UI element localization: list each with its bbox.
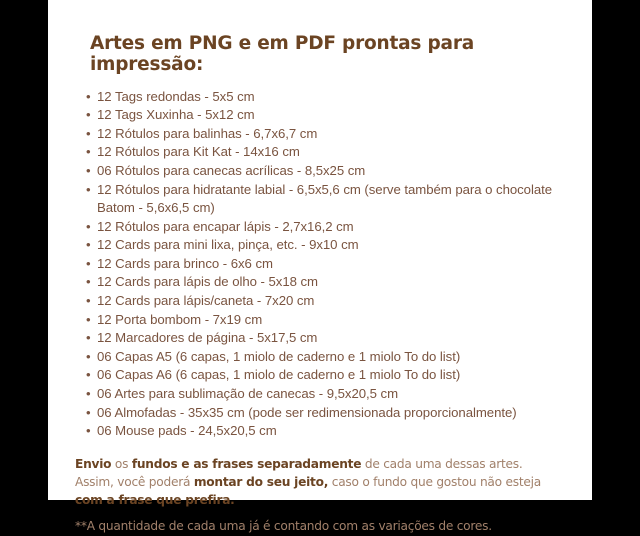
list-item: • 12 Cards para mini lixa, pinça, etc. - … — [48, 236, 592, 255]
bullet-icon: • — [86, 218, 91, 234]
bullet-icon: • — [86, 348, 91, 364]
letterbox-bar-right — [592, 0, 640, 500]
list-item-label: 12 Cards para lápis/caneta - 7x20 cm — [97, 293, 315, 309]
bullet-icon: • — [86, 107, 91, 123]
list-item-label: 12 Rótulos para hidratante labial - 6,5x… — [97, 181, 553, 216]
footer-note-emphasis: fundos e as frases separadamente — [131, 456, 362, 471]
footer-note-emphasis: Envio — [75, 456, 112, 471]
list-item-label: 06 Artes para sublimação de canecas - 9,… — [97, 386, 399, 402]
list-item-label: 06 Rótulos para canecas acrílicas - 8,5x… — [97, 162, 366, 178]
list-item: • 12 Rótulos para Kit Kat - 14x16 cm — [48, 143, 592, 162]
list-item-label: 06 Mouse pads - 24,5x20,5 cm — [97, 423, 277, 439]
bullet-icon: • — [86, 386, 91, 402]
list-item-label: 12 Rótulos para balinhas - 6,7x6,7 cm — [97, 125, 318, 141]
bullet-icon: • — [86, 367, 91, 383]
page-title: Artes em PNG e em PDF prontas para impre… — [90, 33, 475, 76]
bullet-icon: • — [86, 125, 91, 141]
list-item-label: 12 Marcadores de página - 5x17,5 cm — [97, 330, 318, 346]
list-item: • 12 Marcadores de página - 5x17,5 cm — [48, 329, 592, 348]
list-item: • 06 Almofadas - 35x35 cm (pode ser redim… — [48, 404, 592, 423]
footer-note-text: caso o fundo que gostou não esteja — [328, 475, 541, 490]
bullet-icon: • — [86, 404, 91, 420]
bullet-icon: • — [86, 274, 91, 290]
bullet-icon: • — [86, 423, 91, 439]
list-item: • 12 Rótulos para balinhas - 6,7x6,7 cm — [48, 125, 592, 144]
list-item: • 12 Cards para lápis/caneta - 7x20 cm — [48, 292, 592, 311]
list-item-label: 12 Tags Xuxinha - 5x12 cm — [97, 107, 255, 123]
list-item-label: 12 Rótulos para encapar lápis - 2,7x16,2… — [97, 218, 354, 234]
bullet-icon: • — [86, 162, 91, 178]
list-item: • 12 Tags Xuxinha - 5x12 cm — [48, 106, 592, 125]
footer-note-emphasis: com a frase que prefira. — [75, 493, 235, 508]
bullet-icon: • — [86, 237, 91, 253]
content-sheet: Artes em PNG e em PDF prontas para impre… — [48, 0, 592, 533]
list-item-label: 06 Almofadas - 35x35 cm (pode ser redime… — [97, 404, 517, 420]
list-item: • 12 Tags redondas - 5x5 cm — [48, 88, 592, 107]
list-item-label: 12 Cards para mini lixa, pinça, etc. - 9… — [97, 237, 359, 253]
list-item: • 06 Rótulos para canecas acrílicas - 8,5… — [48, 162, 592, 181]
list-item-label: 12 Cards para brinco - 6x6 cm — [97, 255, 273, 271]
list-item: • 12 Porta bombom - 7x19 cm — [48, 311, 592, 330]
list-item-label: 12 Porta bombom - 7x19 cm — [97, 311, 263, 327]
list-item: • 12 Rótulos para hidratante labial - 6,5… — [48, 181, 592, 218]
letterbox-bar-left — [0, 0, 48, 500]
bullet-icon: • — [86, 88, 91, 104]
list-item-label: 12 Cards para lápis de olho - 5x18 cm — [97, 274, 318, 290]
list-item-label: 06 Capas A5 (6 capas, 1 miolo de caderno… — [97, 348, 461, 364]
product-item-list: • 12 Tags redondas - 5x5 cm • 12 Tags Xuxi… — [48, 76, 592, 441]
footer-notes: Envio os fundos e as frases separadament… — [48, 441, 592, 536]
bullet-icon: • — [86, 330, 91, 346]
bullet-icon: • — [86, 311, 91, 327]
footer-note-shipping: Envio os fundos e as frases separadament… — [75, 455, 562, 510]
list-item: • 06 Artes para sublimação de canecas - 9… — [48, 385, 592, 404]
bullet-icon: • — [86, 144, 91, 160]
footer-note-quantity: **A quantidade de cada uma já é contando… — [75, 519, 492, 534]
list-item-label: 12 Rótulos para Kit Kat - 14x16 cm — [97, 144, 300, 160]
list-item: • 12 Cards para brinco - 6x6 cm — [48, 255, 592, 274]
list-item: • 06 Capas A5 (6 capas, 1 miolo de cadern… — [48, 348, 592, 367]
list-item: • 12 Rótulos para encapar lápis - 2,7x16,… — [48, 218, 592, 237]
bullet-icon: • — [86, 293, 91, 309]
footer-note-emphasis: montar do seu jeito, — [193, 475, 329, 490]
list-item: • 06 Mouse pads - 24,5x20,5 cm — [48, 422, 592, 441]
bullet-icon: • — [86, 255, 91, 271]
list-item-label: 06 Capas A6 (6 capas, 1 miolo de caderno… — [97, 367, 461, 383]
list-item: • 12 Cards para lápis de olho - 5x18 cm — [48, 273, 592, 292]
list-item-label: 12 Tags redondas - 5x5 cm — [97, 88, 255, 104]
bullet-icon: • — [86, 181, 91, 197]
footer-note-text: de cada uma dessas artes. Assim, você po… — [75, 456, 523, 490]
footer-note-text: os — [111, 456, 132, 471]
list-item: • 06 Capas A6 (6 capas, 1 miolo de cadern… — [48, 366, 592, 385]
